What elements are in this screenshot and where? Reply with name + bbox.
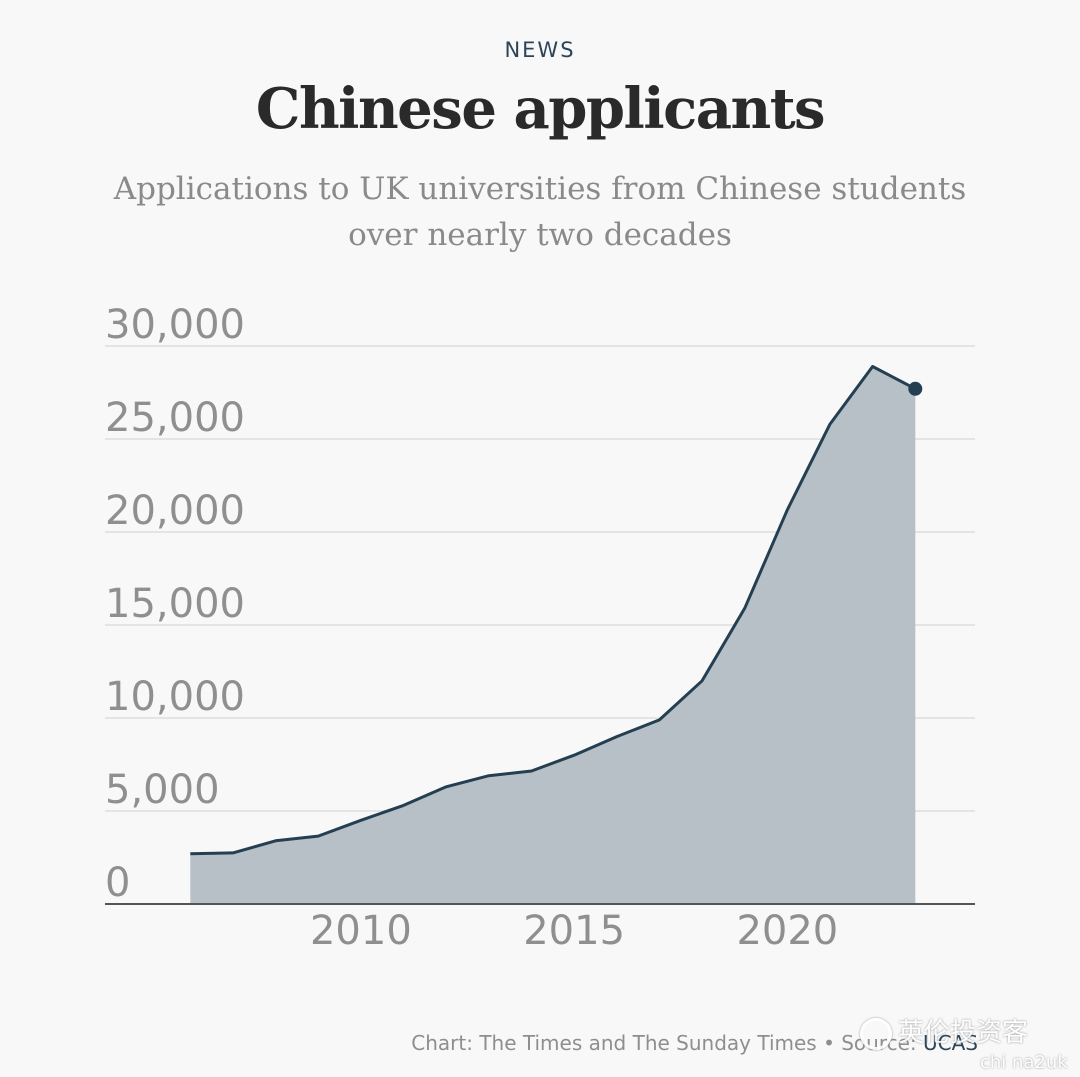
data-point-2013 (486, 773, 492, 779)
data-point-2008 (273, 838, 279, 844)
data-point-2019 (742, 605, 748, 611)
series-line (190, 365, 916, 856)
data-point-2007 (230, 850, 236, 856)
x-axis-ticks: 2010 2015 2020 (310, 908, 838, 954)
y-tick-label: 10,000 (105, 674, 245, 720)
data-point-2016 (614, 734, 620, 740)
wechat-icon (860, 1017, 892, 1050)
section-kicker: NEWS (504, 38, 576, 62)
data-point-2011 (401, 802, 407, 808)
data-point-2006 (187, 851, 193, 857)
chart-footer: Chart: The Times and The Sunday Times • … (411, 1031, 978, 1055)
data-point-2014 (528, 768, 534, 774)
y-tick-label: 25,000 (105, 395, 245, 441)
watermark-text: 英伦投资客 (898, 1018, 1029, 1048)
data-point-2021 (827, 421, 833, 427)
source-link[interactable]: UCAS (923, 1031, 978, 1055)
watermark-sub: chi na2uk (980, 1052, 1068, 1073)
x-tick-label: 2015 (523, 908, 625, 954)
watermark: 英伦投资客 (860, 1012, 1028, 1050)
y-tick-label: 5,000 (105, 767, 220, 813)
chart-subtitle: Applications to UK universities from Chi… (113, 171, 967, 253)
data-point-2009 (315, 833, 321, 839)
data-point-2010 (358, 817, 364, 823)
y-axis-ticks: 0 5,000 10,000 15,000 20,000 25,000 30,000 (105, 302, 245, 906)
end-point-marker (908, 381, 923, 396)
data-point-2020 (784, 507, 790, 513)
x-tick-label: 2020 (736, 908, 838, 954)
data-point-2012 (443, 784, 449, 790)
area-fill (190, 366, 916, 904)
x-tick-label: 2010 (310, 908, 412, 954)
data-point-2018 (699, 678, 705, 684)
y-tick-label: 20,000 (105, 488, 245, 534)
chart-title: Chinese applicants (255, 76, 826, 142)
y-tick-label: 0 (105, 860, 130, 906)
data-point-2022 (870, 363, 876, 369)
y-tick-label: 15,000 (105, 581, 245, 627)
y-tick-label: 30,000 (105, 302, 245, 348)
chart-credit: Chart: The Times and The Sunday Times • … (411, 1031, 924, 1055)
data-point-2015 (571, 752, 577, 758)
data-point-2017 (656, 717, 662, 723)
